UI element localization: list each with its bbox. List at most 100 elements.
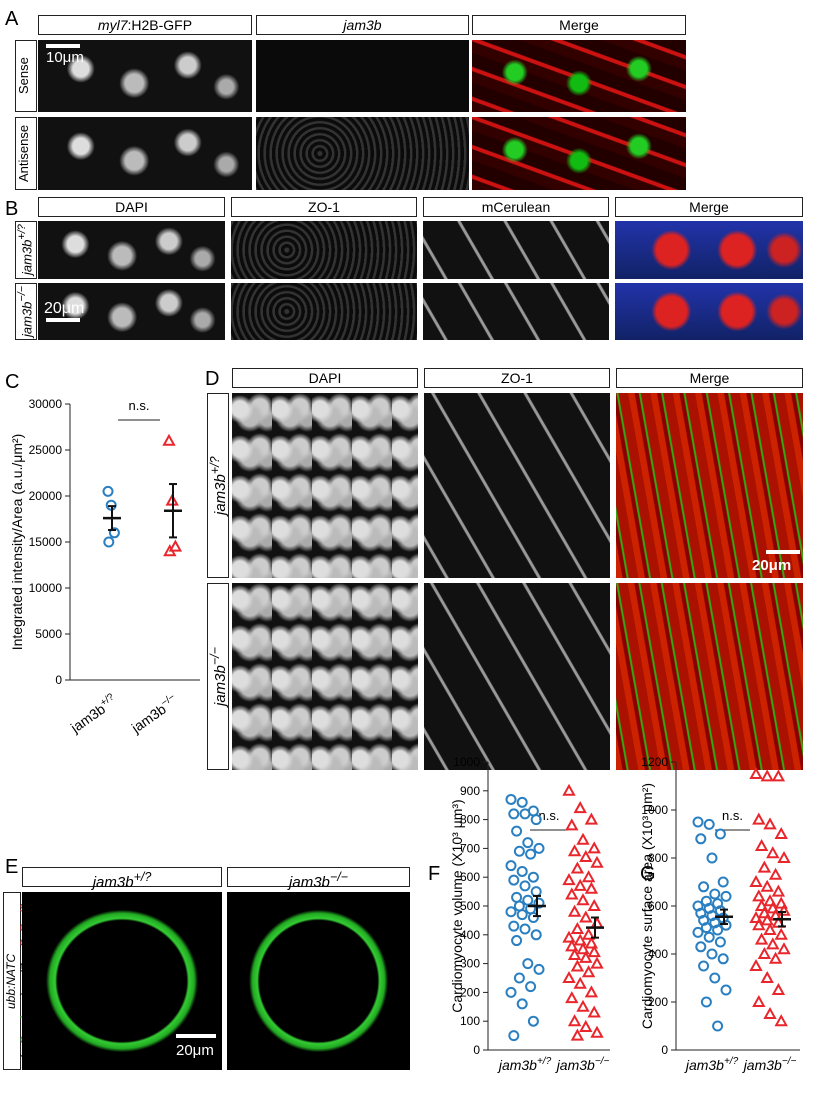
column-header: Merge (616, 368, 803, 388)
scale-bar-line (176, 1034, 216, 1038)
y-tick-label: 1000 (453, 755, 480, 769)
data-point (522, 837, 534, 849)
data-point (516, 998, 528, 1010)
data-point (590, 956, 604, 969)
data-point (777, 850, 791, 863)
data-point (533, 963, 545, 975)
column-header: ZO-1 (231, 197, 417, 217)
scale-bar-label: 20μm (752, 557, 792, 574)
data-point (168, 539, 183, 552)
data-point (508, 1030, 520, 1042)
data-point (720, 984, 732, 996)
data-point (720, 919, 732, 931)
data-point (516, 796, 528, 808)
data-point (590, 855, 604, 868)
data-point (774, 1014, 788, 1027)
y-tick-label: 15000 (29, 535, 63, 549)
data-point (581, 927, 596, 940)
category: jam3b (555, 1057, 595, 1073)
data-point (717, 953, 729, 965)
data-point (752, 889, 766, 902)
y-tick-label: 900 (460, 784, 480, 798)
y-tick-label: 300 (460, 957, 480, 971)
data-point (712, 1020, 724, 1032)
data-point (508, 874, 520, 886)
micrograph (22, 892, 222, 1070)
scale-bar-label: 20μm (44, 300, 85, 317)
data-point (525, 981, 537, 993)
data-point (700, 996, 712, 1008)
data-point (570, 921, 585, 935)
data-point (576, 942, 590, 955)
y-tick-label: 1000 (641, 803, 668, 817)
data-point (695, 833, 707, 845)
data-point (513, 900, 525, 912)
scale-bar-label: 20μm (176, 1042, 214, 1059)
data-point (565, 991, 579, 1004)
data-point (527, 871, 539, 883)
significance-label: n.s. (539, 808, 560, 823)
data-point (698, 881, 710, 893)
genotype: −/− (329, 870, 348, 884)
data-point (103, 536, 115, 548)
data-point (763, 894, 777, 907)
data-point (576, 999, 590, 1012)
data-point (777, 903, 791, 916)
data-point (590, 916, 604, 929)
data-point (162, 433, 176, 446)
data-point (749, 958, 763, 971)
category: jam3b (684, 1057, 724, 1073)
data-point (570, 861, 585, 874)
micrograph (227, 892, 410, 1070)
micrograph (256, 117, 469, 190)
data-point (700, 922, 712, 934)
scale-bar: 10μm (46, 44, 84, 66)
data-point (567, 904, 582, 917)
micrograph (616, 583, 803, 770)
column-header: DAPI (232, 368, 418, 388)
data-point (584, 812, 599, 825)
data-point (581, 870, 596, 883)
panel-letter: A (5, 8, 19, 30)
data-point (754, 838, 769, 851)
data-point (102, 485, 114, 497)
significance-label: n.s. (722, 808, 743, 823)
category-superscript: +/? (537, 1056, 552, 1067)
micrograph (616, 393, 803, 578)
data-point (562, 930, 576, 943)
data-point (584, 985, 599, 998)
data-point (505, 793, 517, 805)
data-point (522, 894, 534, 906)
panel-letter: F (428, 863, 440, 885)
column-header: Merge (615, 197, 803, 217)
column-header: jam3b−/− (227, 867, 410, 891)
y-tick-label: 200 (460, 985, 480, 999)
panel-letter: G (640, 863, 656, 885)
y-tick-label: 100 (460, 1014, 480, 1028)
data-point (565, 939, 579, 952)
data-point (562, 783, 576, 796)
panel-letter: B (5, 198, 19, 220)
data-point (525, 848, 537, 860)
data-point (717, 876, 729, 888)
data-point (768, 867, 783, 880)
gene: jam3b (92, 874, 134, 891)
data-point (584, 936, 599, 949)
column-header: Merge (472, 15, 686, 35)
column-header: myl7:H2B-GFP (38, 15, 252, 35)
y-tick-label: 20000 (29, 489, 63, 503)
data-point (763, 922, 777, 935)
data-point (530, 886, 542, 898)
data-point (108, 527, 120, 539)
panel-letter: C (5, 371, 19, 393)
data-point (692, 926, 704, 938)
data-point (511, 825, 523, 837)
data-point (752, 812, 766, 825)
data-point (749, 874, 763, 887)
x-tick-label: jam3b−/− (127, 692, 181, 737)
data-point (752, 918, 766, 931)
data-point (511, 891, 523, 903)
data-point (505, 860, 517, 872)
data-point (749, 910, 763, 923)
